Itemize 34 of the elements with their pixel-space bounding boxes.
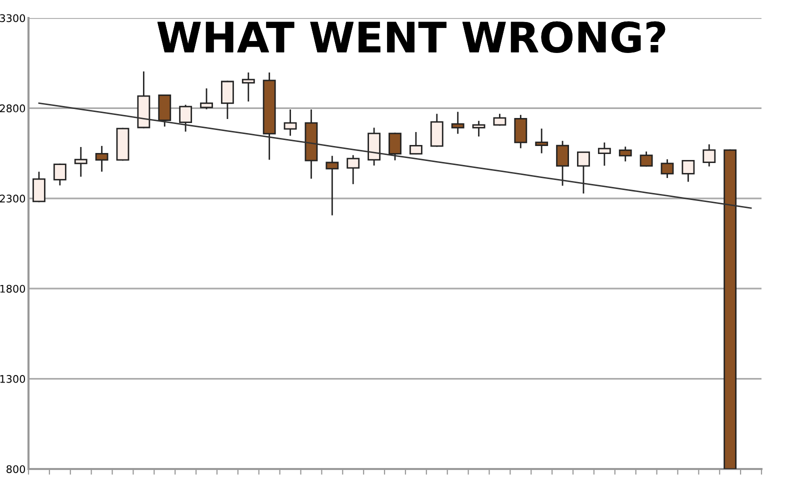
candlestick (493, 114, 506, 126)
candlestick (32, 172, 46, 202)
y-tick-label: 1800 (0, 284, 26, 293)
candlestick (577, 152, 590, 194)
candlestick (618, 146, 632, 162)
candlestick (640, 152, 653, 167)
chart-title: WHAT WENT WRONG? (157, 21, 666, 53)
y-tick-label: 2300 (0, 194, 26, 203)
candlestick (221, 80, 234, 119)
y-tick-label: 1300 (0, 375, 26, 383)
candlestick (535, 128, 548, 154)
candlestick (472, 120, 486, 136)
y-tick-label: 2800 (0, 104, 26, 112)
candlestick (53, 164, 66, 186)
candlestick (702, 144, 716, 166)
candlestick (682, 160, 695, 182)
candlestick (346, 155, 360, 184)
candlestick (451, 112, 464, 134)
candlestick (200, 88, 213, 110)
candlestick (598, 142, 611, 166)
line-series (38, 102, 752, 209)
y-tick-label: 3300 (0, 14, 26, 22)
candlestick (74, 147, 88, 177)
candlestick (284, 109, 297, 136)
candlestick (388, 132, 402, 160)
candlestick (95, 146, 108, 172)
candlestick (660, 159, 674, 178)
y-tick-label: 800 (6, 465, 26, 474)
candlestick (514, 114, 528, 148)
candlestick (179, 104, 192, 132)
candlestick (556, 140, 569, 186)
candlestick (326, 156, 339, 216)
candlestick (409, 132, 422, 155)
candlestick (242, 72, 255, 102)
